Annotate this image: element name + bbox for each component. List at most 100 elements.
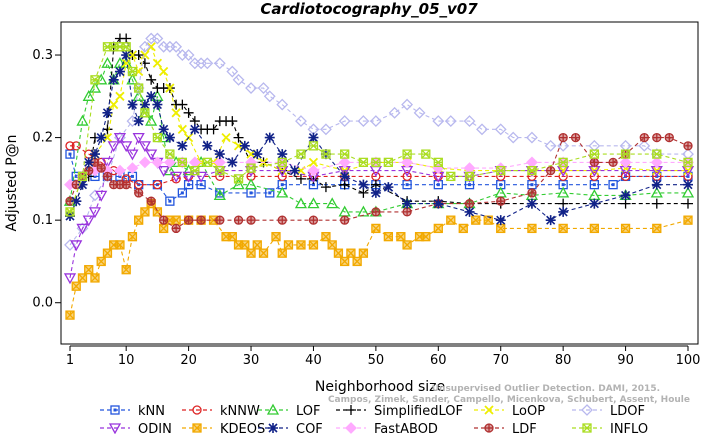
data-point-ldf [96,163,106,173]
data-point-cof [433,198,444,209]
data-point-kdeos [258,248,269,258]
data-point-fastabod [307,164,320,177]
data-point-ldf [371,207,381,217]
data-point-fastabod [526,156,538,169]
data-point-ldof [444,115,457,127]
data-point-ldof [526,131,538,144]
data-point-fastabod [401,156,414,169]
data-point-knnw [558,171,568,182]
legend-item-simplifiedlof: SimplifiedLOF [336,404,463,419]
data-point-odin [63,273,77,285]
data-point-simplifiedlof [227,116,238,127]
data-point-loop [115,91,125,101]
data-point-ldof [357,115,370,127]
data-point-ldf [527,188,537,198]
legend-item-ldof: LDOF [572,404,645,419]
data-point-loop [171,108,181,118]
legend-label: SimplifiedLOF [374,404,463,419]
legend-label: ODIN [138,422,172,434]
data-point-ldof [388,106,401,119]
data-point-ldof [507,131,520,144]
legend-item-ldf: LDF [474,422,537,434]
x-tick-label: 1 [66,353,74,368]
data-point-cof [589,198,600,209]
legend-item-loop: LoOP [474,404,545,419]
data-point-knnw [527,171,537,182]
data-point-kdeos [227,232,237,242]
data-point-lof [681,186,695,198]
data-point-kdeos [77,273,88,283]
data-point-inflo [65,207,75,217]
data-point-kdeos [396,232,406,242]
data-point-loop [146,42,156,52]
data-point-ldf [464,198,475,209]
y-tick-label: 0.3 [32,48,53,63]
data-point-kdeos [171,215,181,225]
data-point-ldof [320,123,332,136]
data-point-inflo [683,157,693,168]
data-point-simplifiedlof [121,33,132,44]
data-point-loop [177,124,188,134]
data-point-lof [232,178,245,190]
data-point-ldf [121,180,131,190]
x-tick-label: 80 [555,353,572,368]
data-point-kdeos [652,223,662,234]
data-point-kdeos [246,248,256,258]
data-point-kdeos [102,248,113,258]
data-point-ldf [558,132,568,143]
data-point-simplifiedlof [208,124,219,135]
data-point-kdeos [471,215,481,225]
data-point-odin [76,223,89,235]
data-point-ldf [65,196,75,206]
data-point-ldof [638,139,651,152]
data-point-knnw [65,141,75,151]
data-point-cof [464,206,475,217]
data-point-odin [101,157,114,169]
legend-marker-fastabod [345,422,357,434]
data-point-lof [326,197,339,209]
legend-marker-kdeos [192,423,202,433]
data-point-simplifiedlof [233,132,244,143]
data-point-knn [215,188,225,198]
legend-marker-simplifiedlof [346,405,356,415]
data-point-cof [96,132,107,143]
x-tick-label: 70 [492,353,509,368]
credit-line-2: Campos, Zimek, Sander, Campello, Micenko… [328,395,690,405]
data-point-loop [308,157,319,167]
data-point-odin [138,141,152,153]
data-point-kdeos [321,232,331,242]
data-point-ldof [463,115,476,127]
data-point-kdeos [90,273,100,283]
data-point-ldof [276,98,289,111]
data-point-fastabod [188,156,201,169]
data-point-ldf [589,157,600,168]
data-point-ldf [102,171,113,182]
series-line-knnw [70,145,688,186]
data-point-cof [264,132,275,143]
series-line-odin [69,136,688,279]
data-point-odin [132,132,145,144]
data-point-fastabod [114,164,126,177]
data-point-ldof [257,82,270,94]
data-point-ldf [402,207,412,217]
data-point-kdeos [252,240,262,250]
data-point-loop [165,83,175,93]
legend-label: LoOP [512,404,545,419]
data-point-ldf [233,215,244,225]
data-point-kdeos [134,215,144,225]
data-point-odin [113,132,127,144]
data-point-kdeos [446,215,456,225]
data-point-inflo [90,75,100,85]
data-point-cof [620,190,631,201]
data-point-loop [558,165,568,176]
data-point-inflo [340,149,350,159]
data-point-ldof [494,123,507,136]
data-point-knn [165,196,175,206]
data-point-odin [82,215,95,227]
legend-item-fastabod: FastABOD [336,422,438,434]
data-point-cof [370,187,381,198]
data-point-kdeos [240,240,250,250]
data-point-knnw [620,171,631,182]
data-point-lof [276,186,289,198]
data-point-loop [140,50,150,60]
